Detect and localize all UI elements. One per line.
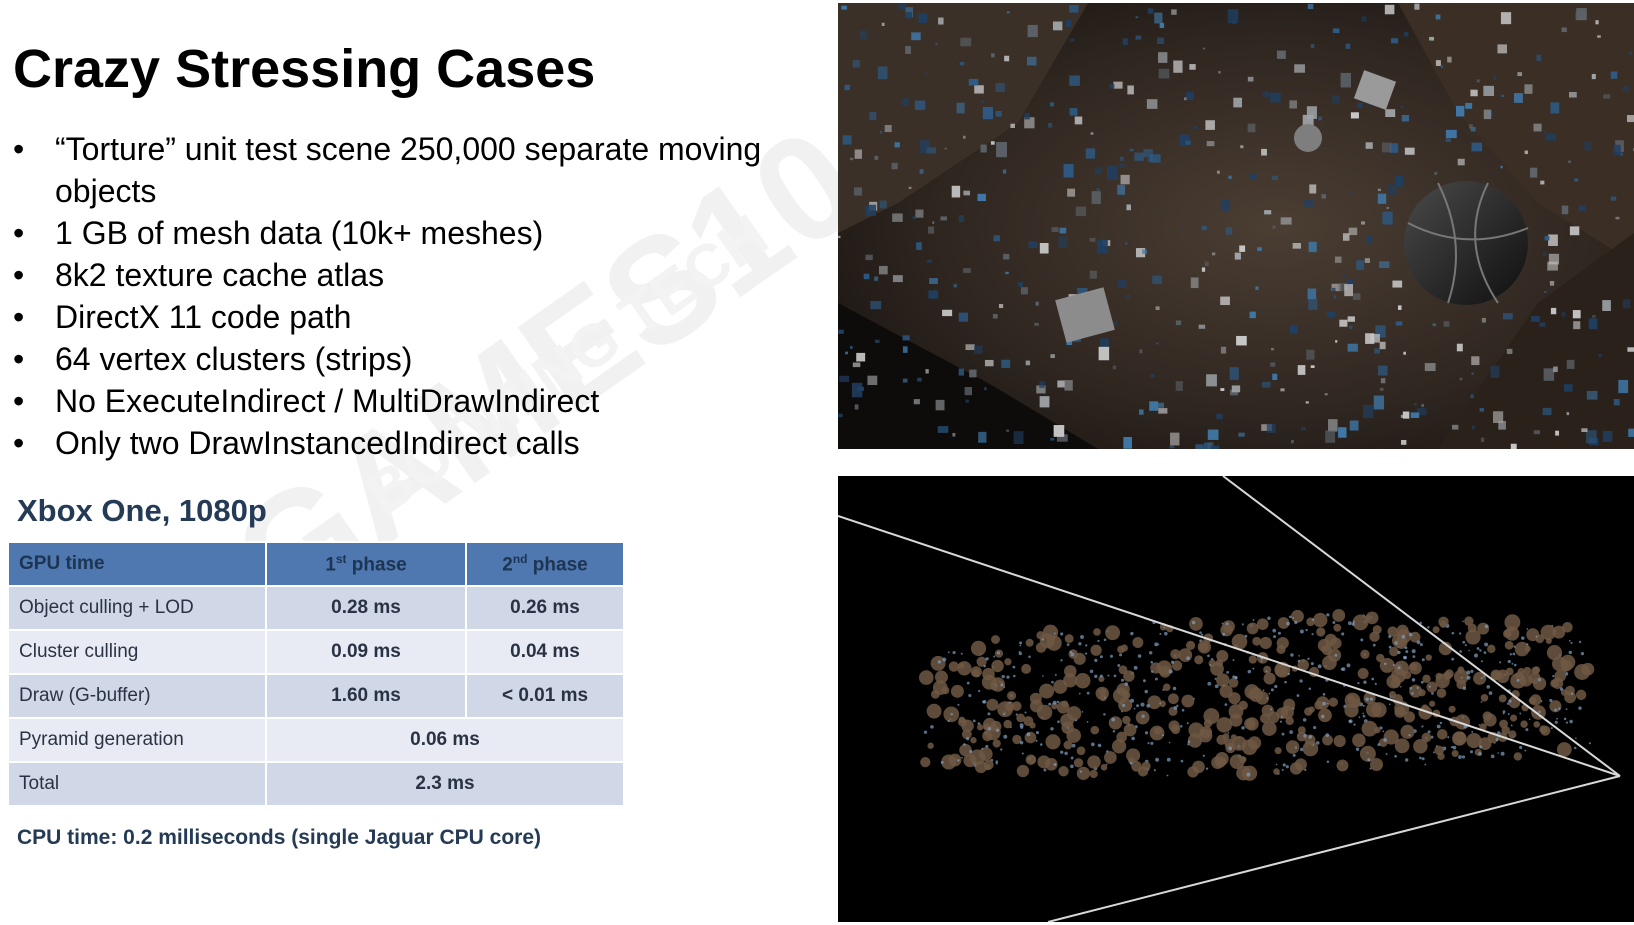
row-label: Object culling + LOD [7,585,267,631]
table-row: Pyramid generation 0.06 ms [7,717,625,763]
cell-phase2: 0.26 ms [465,585,625,631]
cell-phase1: 1.60 ms [265,673,467,719]
frustum-culling-visualization [838,476,1634,922]
cell-phase2: 0.04 ms [465,629,625,675]
bullet-item: • 64 vertex clusters (strips) [13,338,833,380]
scene-image-graphic [838,3,1634,449]
frustum-edge-upper [838,515,1621,777]
cell-combined: 2.3 ms [265,761,625,807]
bullet-item: • 8k2 texture cache atlas [13,254,833,296]
debris-particles [838,3,1634,449]
cluster-point-cloud [918,609,1595,781]
bullet-item: • “Torture” unit test scene 250,000 separ… [13,128,833,212]
bullet-item: • DirectX 11 code path [13,296,833,338]
bullet-dot: • [13,383,25,419]
bullet-dot: • [13,257,25,293]
cell-combined: 0.06 ms [265,717,625,763]
cell-phase2: < 0.01 ms [465,673,625,719]
bullet-dot: • [13,341,25,377]
gpu-time-table: GPU time 1st phase 2nd phase Object cull… [7,541,625,807]
torture-scene-screenshot [838,3,1634,449]
frustum-edge-top [1222,476,1621,777]
table-subtitle: Xbox One, 1080p [17,493,267,528]
cpu-time-note: CPU time: 0.2 milliseconds (single Jagua… [17,826,541,849]
basketball [1404,181,1528,305]
bullet-list: • “Torture” unit test scene 250,000 separ… [13,128,833,464]
bullet-item: • 1 GB of mesh data (10k+ meshes) [13,212,833,254]
table-row: Draw (G-buffer) 1.60 ms < 0.01 ms [7,673,625,719]
row-label: Draw (G-buffer) [7,673,267,719]
row-label: Total [7,761,267,807]
cell-phase1: 0.28 ms [265,585,467,631]
bullet-dot: • [13,215,25,251]
bullet-dot: • [13,131,25,167]
cell-phase1: 0.09 ms [265,629,467,675]
table-header-row: GPU time 1st phase 2nd phase [7,541,625,587]
frustum-image-graphic [838,476,1634,922]
bullet-dot: • [13,425,25,461]
bullet-item: • No ExecuteIndirect / MultiDrawIndirect [13,380,833,422]
row-label: Cluster culling [7,629,267,675]
slide-title: Crazy Stressing Cases [13,39,596,99]
frustum-edge-bottom [1047,775,1621,922]
bullet-dot: • [13,299,25,335]
header-first-phase: 1st phase [265,541,467,587]
table-row: Total 2.3 ms [7,761,625,807]
row-label: Pyramid generation [7,717,267,763]
table-row: Cluster culling 0.09 ms 0.04 ms [7,629,625,675]
header-gpu-time: GPU time [7,541,267,587]
header-second-phase: 2nd phase [465,541,625,587]
bullet-item: • Only two DrawInstancedIndirect calls [13,422,833,464]
table-row: Object culling + LOD 0.28 ms 0.26 ms [7,585,625,631]
